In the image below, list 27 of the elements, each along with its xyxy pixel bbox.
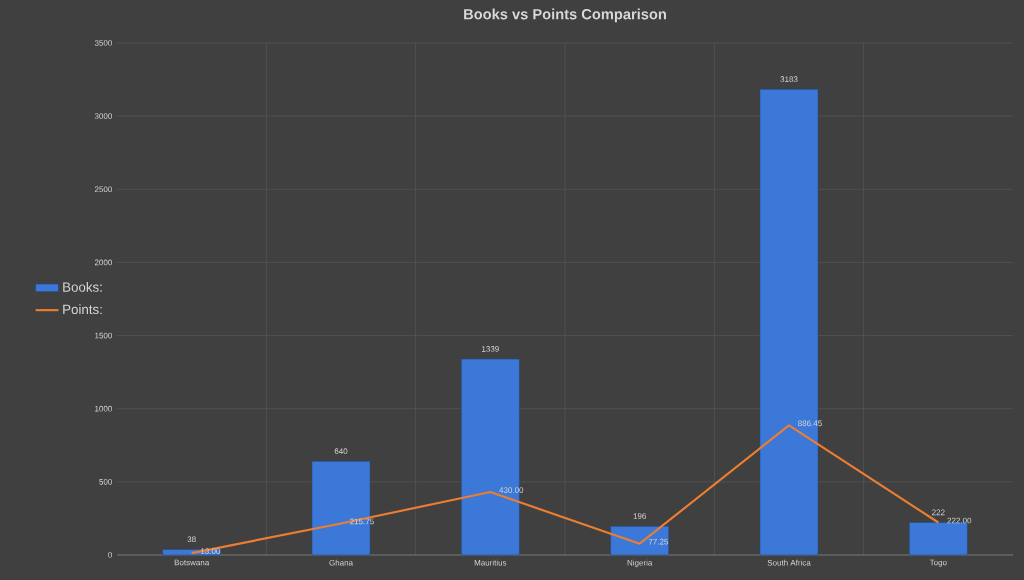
y-tick-label: 1500 (95, 332, 112, 339)
y-tick-label: 2000 (94, 259, 112, 266)
data-label: 38 (187, 536, 196, 543)
x-tick-label: Ghana (329, 559, 354, 566)
y-tick-label: 3500 (94, 40, 112, 46)
x-tick-label: Mauritius (474, 559, 507, 566)
legend-label: Books: (63, 281, 102, 292)
data-label: 222.00 (947, 517, 972, 524)
legend-label: Points: (63, 304, 102, 315)
data-label: 3183 (780, 76, 798, 82)
y-tick-label: 2500 (94, 186, 112, 193)
data-label: 640 (334, 448, 348, 454)
data-label: 1339 (482, 346, 499, 352)
y-tick-label: 3000 (94, 113, 112, 119)
bar (909, 522, 968, 556)
x-tick-label: Botswana (174, 559, 210, 566)
chart-title: Books vs Points Comparison (464, 8, 666, 23)
bar (610, 526, 669, 556)
x-tick-label: Togo (929, 559, 947, 567)
data-label: 77.25 (648, 538, 669, 545)
x-tick-label: South Africa (767, 559, 811, 566)
data-label: 222 (932, 509, 945, 516)
data-label: 196 (633, 513, 646, 519)
y-tick-label: 0 (108, 552, 112, 558)
y-tick-label: 500 (99, 479, 112, 485)
x-tick-label: Nigeria (627, 559, 653, 568)
y-tick-label: 1000 (95, 405, 112, 412)
